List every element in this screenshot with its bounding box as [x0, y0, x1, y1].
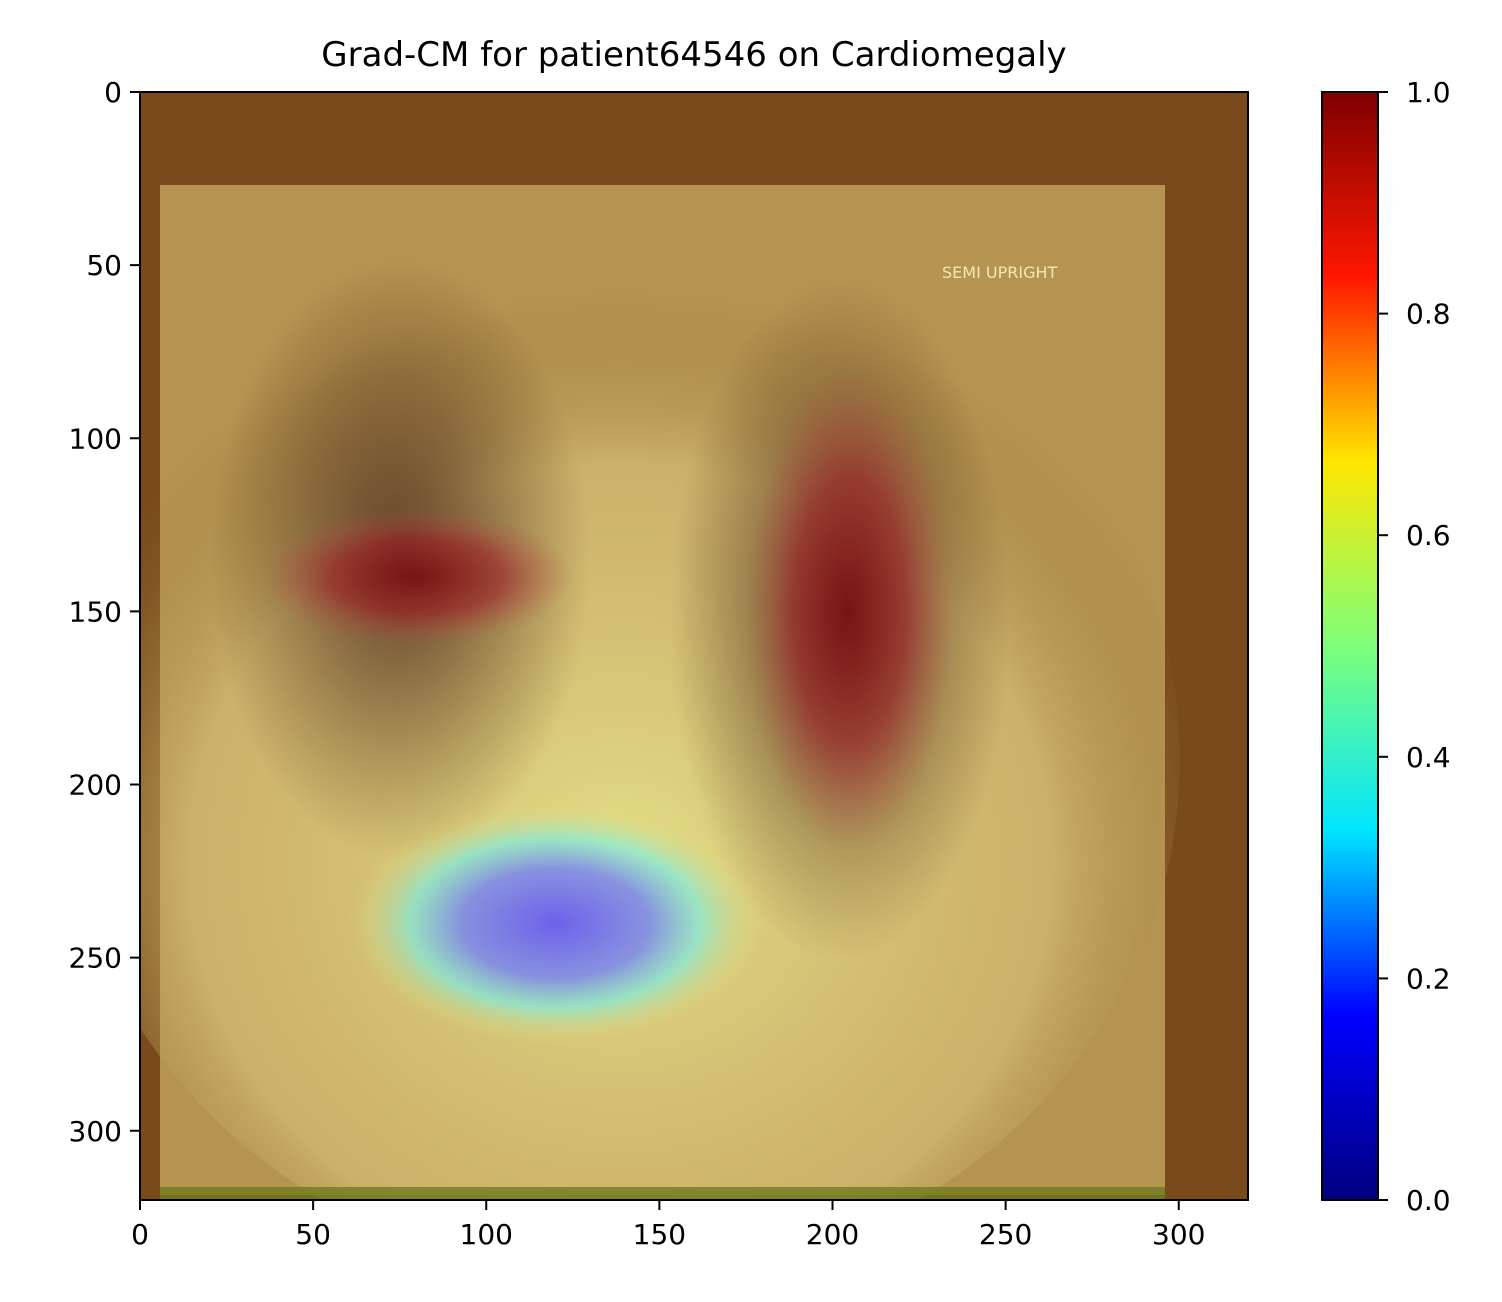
x-tick-label: 100 — [460, 1218, 513, 1251]
activation-regions — [261, 369, 954, 1045]
plot-frame — [139, 91, 1249, 1201]
colorbar-tick-label: 1.0 — [1406, 76, 1451, 109]
y-tick-label: 50 — [86, 249, 122, 282]
y-tick-label: 0 — [104, 76, 122, 109]
xray-overlay-image: SEMI UPRIGHT — [140, 92, 1248, 1200]
colorbar-gradient — [1321, 91, 1379, 1201]
colorbar: 0.0 0.2 0.4 0.6 0.8 1.0 — [1321, 76, 1451, 1217]
activation-yellow — [140, 240, 1180, 1200]
activation-region-1 — [261, 507, 573, 646]
colorbar-tick-label: 0.2 — [1406, 962, 1451, 995]
y-tick-label: 250 — [69, 942, 122, 975]
y-axis: 0 50 100 150 200 250 300 — [69, 76, 140, 1148]
x-axis: 0 50 100 150 200 250 300 — [131, 1200, 1205, 1251]
image-annotation: SEMI UPRIGHT — [942, 263, 1058, 282]
film-bottom-edge — [160, 1187, 1165, 1200]
y-tick-label: 150 — [69, 595, 122, 628]
y-tick-label: 100 — [69, 422, 122, 455]
chart-title: Grad-CM for patient64546 on Cardiomegaly — [321, 35, 1066, 75]
colorbar-ticks: 0.0 0.2 0.4 0.6 0.8 1.0 — [1378, 76, 1451, 1217]
colorbar-tick-label: 0.0 — [1406, 1184, 1451, 1217]
activation-region-2 — [745, 369, 954, 854]
x-tick-label: 200 — [806, 1218, 859, 1251]
activation-region-0 — [347, 801, 764, 1045]
colorbar-tick-label: 0.8 — [1406, 298, 1451, 331]
y-tick-label: 200 — [69, 769, 122, 802]
y-tick-label: 300 — [69, 1115, 122, 1148]
colorbar-tick-label: 0.4 — [1406, 741, 1451, 774]
x-tick-label: 0 — [131, 1218, 149, 1251]
x-tick-label: 250 — [979, 1218, 1032, 1251]
x-tick-label: 50 — [295, 1218, 331, 1251]
x-tick-label: 300 — [1152, 1218, 1205, 1251]
x-tick-label: 150 — [633, 1218, 686, 1251]
colorbar-tick-label: 0.6 — [1406, 519, 1451, 552]
